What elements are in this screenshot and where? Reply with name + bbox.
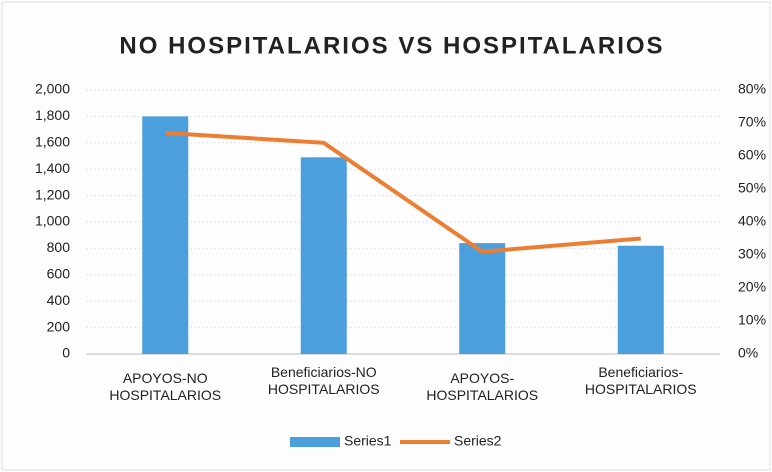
y2-tick-label: 40%: [738, 213, 766, 229]
y-tick-label: 600: [47, 266, 71, 282]
y-tick-label: 2,000: [35, 81, 70, 97]
y-tick-label: 400: [47, 292, 71, 308]
y2-tick-label: 80%: [738, 81, 766, 97]
x-tick-label: APOYOS-HOSPITALARIOS: [426, 370, 539, 403]
y-tick-label: 1,400: [35, 160, 70, 176]
y-tick-label: 1,800: [35, 107, 70, 123]
chart-title: NO HOSPITALARIOS VS HOSPITALARIOS: [119, 32, 664, 59]
y-tick-label: 800: [47, 239, 71, 255]
bar: [617, 245, 664, 354]
y2-tick-label: 10%: [738, 312, 766, 328]
y-tick-label: 0: [62, 345, 70, 361]
bar: [459, 243, 506, 354]
y-tick-label: 1,000: [35, 213, 70, 229]
line: [165, 130, 641, 254]
bar: [300, 157, 347, 354]
y2-tick-label: 20%: [738, 279, 766, 295]
y2-tick-label: 50%: [738, 180, 766, 196]
x-tick-label: Beneficiarios-NO HOSPITALARIOS: [267, 364, 380, 397]
y-tick-label: 1,600: [35, 134, 70, 150]
legend-swatch: [290, 437, 340, 447]
y2-tick-label: 30%: [738, 246, 766, 262]
legend-label: Series1: [344, 433, 392, 449]
y2-tick-label: 70%: [738, 114, 766, 130]
x-tick-label: APOYOS-NO HOSPITALARIOS: [109, 370, 222, 403]
bar: [142, 116, 189, 355]
x-tick-label: Beneficiarios-HOSPITALARIOS: [584, 364, 697, 397]
legend-label: Series2: [454, 433, 502, 449]
y2-tick-label: 0%: [738, 345, 758, 361]
y-tick-label: 200: [47, 318, 71, 334]
y2-tick-label: 60%: [738, 147, 766, 163]
y-tick-label: 1,200: [35, 186, 70, 202]
